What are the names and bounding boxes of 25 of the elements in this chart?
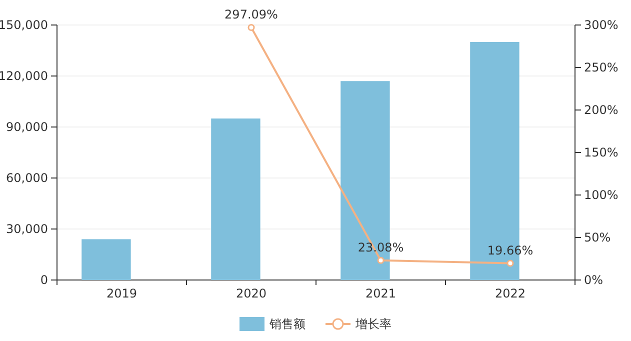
y2-tick-label: 150%	[584, 145, 618, 160]
y2-tick-label: 50%	[584, 230, 611, 244]
legend-label: 销售额	[268, 317, 306, 331]
point	[248, 24, 255, 31]
y2-tick-label: 100%	[584, 188, 618, 202]
point	[377, 256, 384, 264]
data-label: 297.09%	[224, 7, 278, 22]
y-tick-label: 60,000	[6, 170, 48, 185]
x-tick-label: 2019	[106, 286, 138, 301]
y-tick-label: 150,000	[0, 18, 48, 32]
x-tick-label: 2020	[236, 286, 267, 301]
y2-tick-label: 250%	[584, 60, 618, 74]
legend-label: 增长率	[354, 317, 392, 331]
y2-tick-label: 300%	[584, 18, 618, 32]
y-tick-label: 90,000	[6, 120, 48, 134]
y2-tick-label: 200%	[584, 102, 618, 117]
point	[506, 260, 514, 267]
y2-tick-label: 0%	[584, 272, 604, 287]
x-tick-label: 2021	[365, 286, 396, 301]
bar	[82, 239, 131, 280]
x-tick-label: 2022	[494, 286, 526, 301]
y-tick-label: 120,000	[0, 68, 48, 83]
y-tick-label: 30,000	[6, 222, 48, 236]
bar	[211, 118, 260, 280]
y-tick-label: 0	[40, 272, 48, 287]
